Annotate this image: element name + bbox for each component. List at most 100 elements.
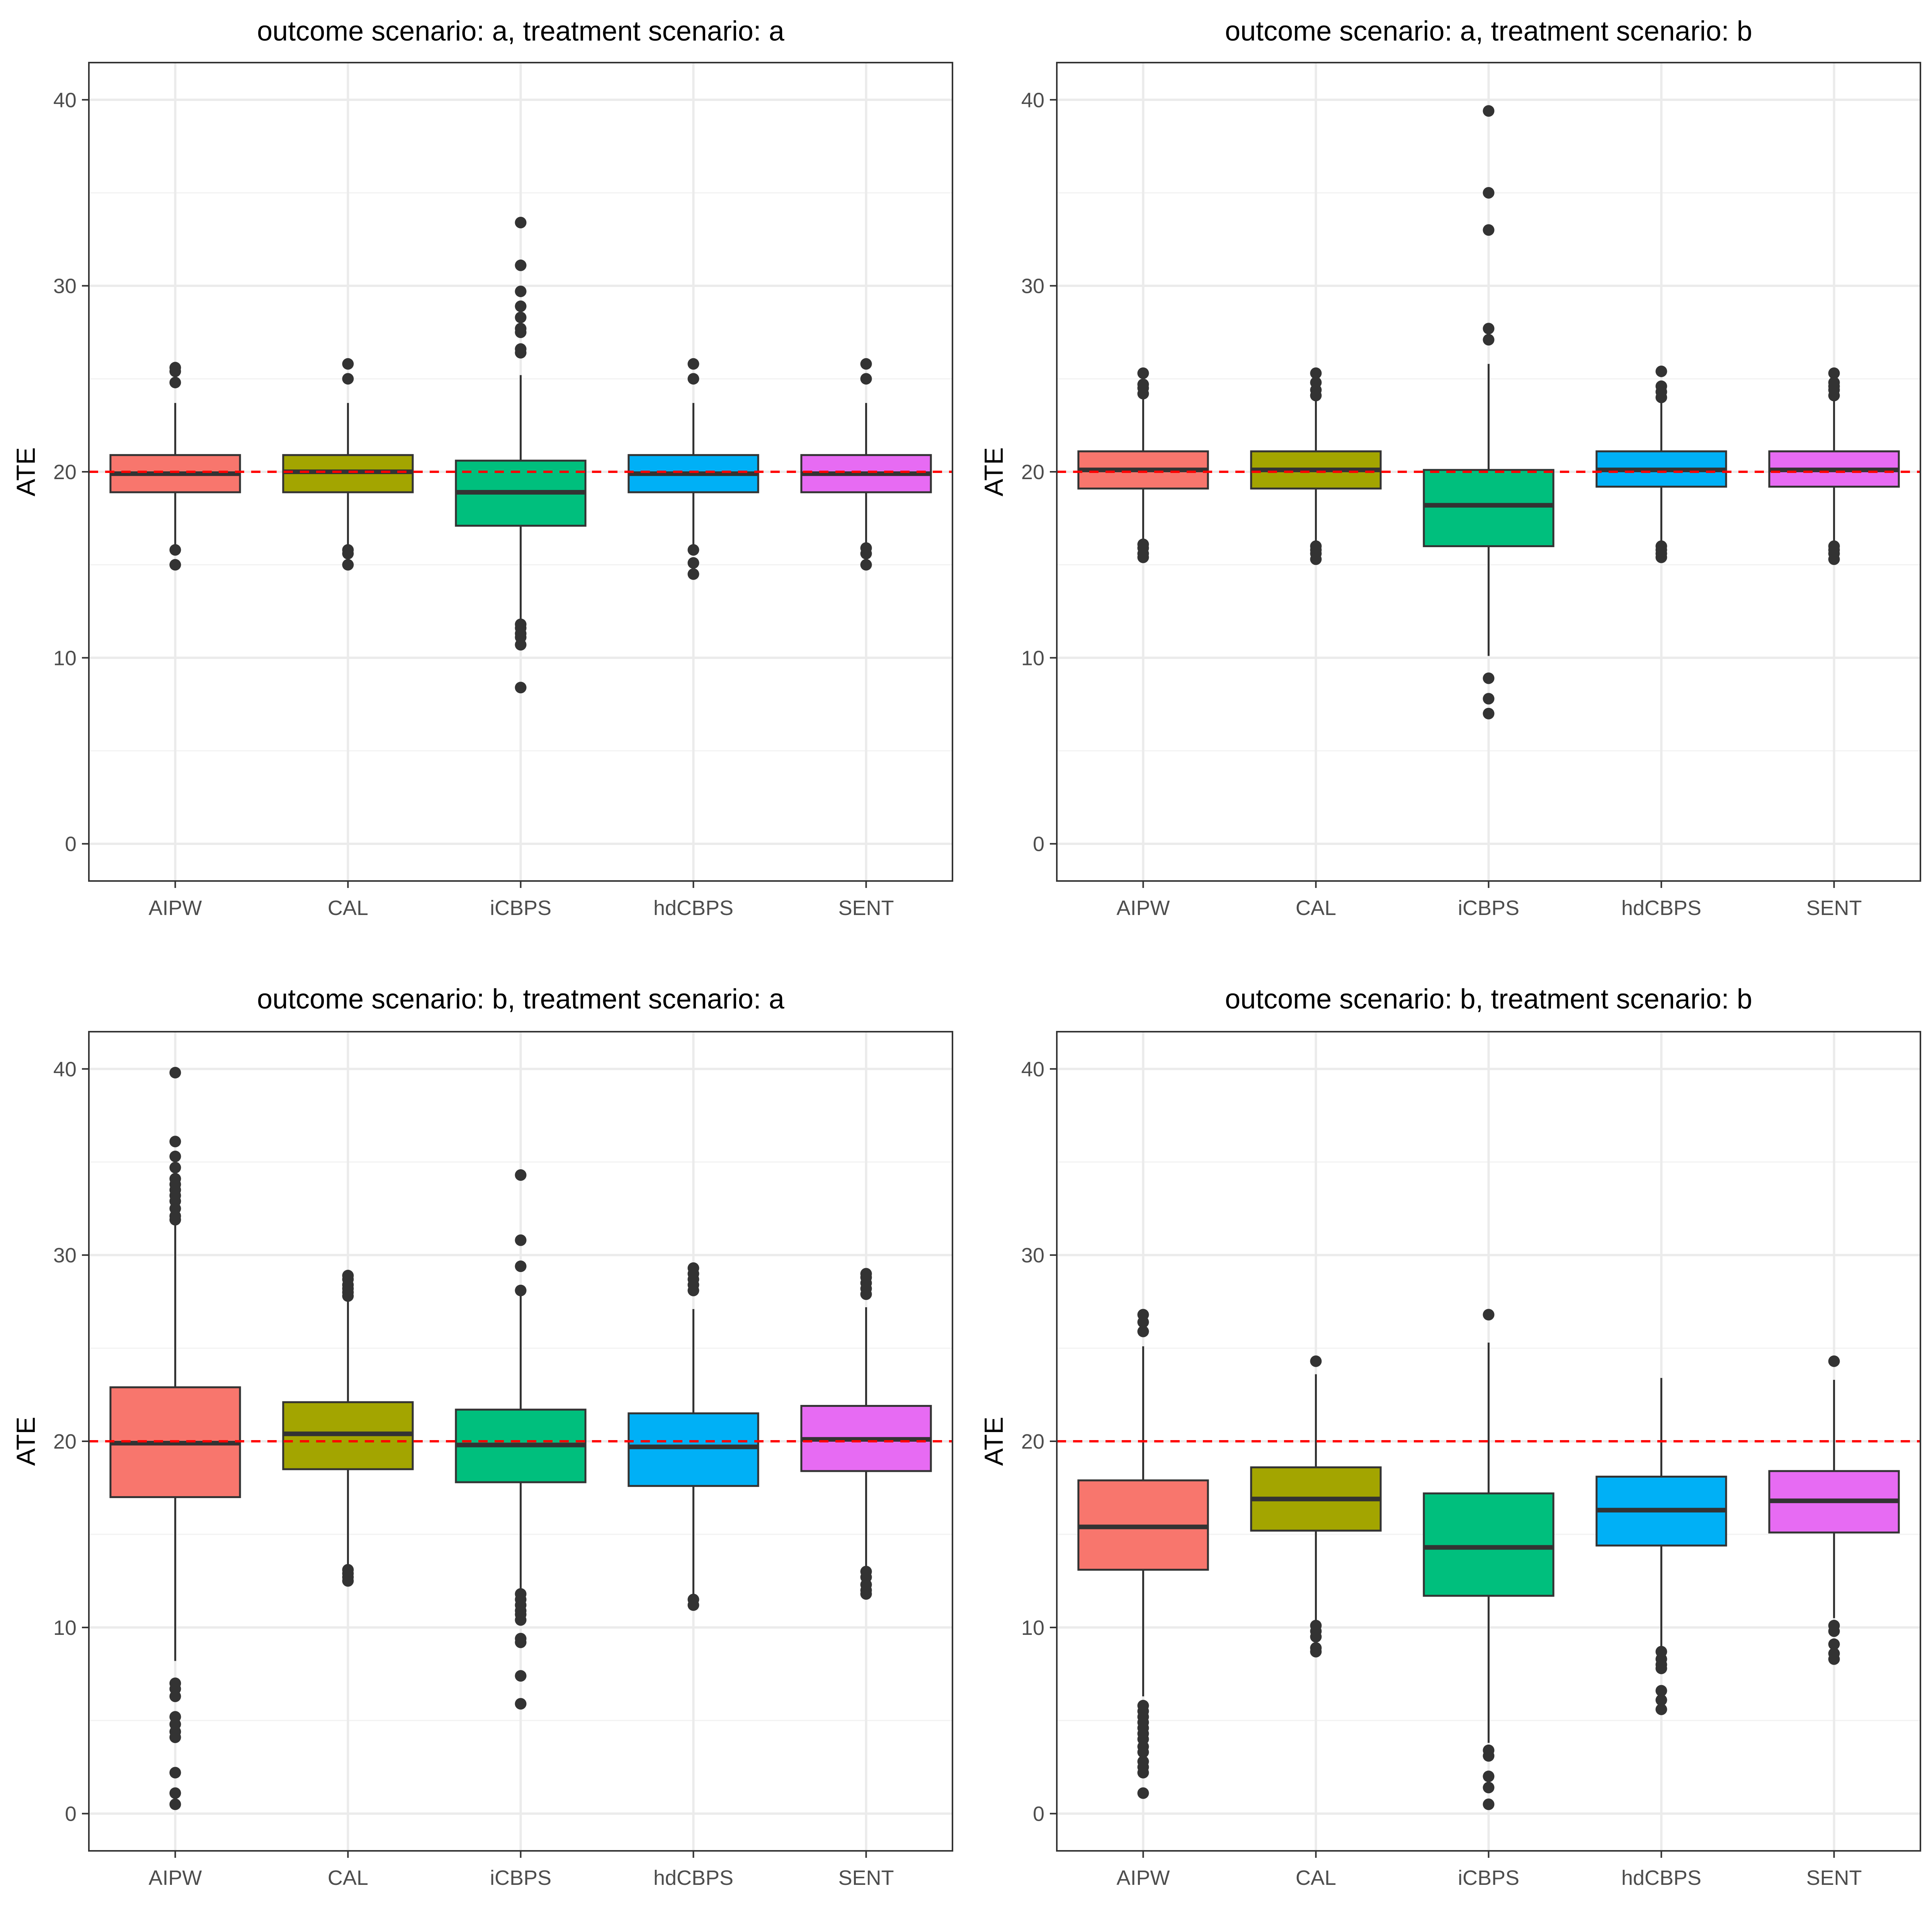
outlier-point [1137,1767,1149,1779]
x-tick-label: AIPW [1116,1866,1170,1889]
y-tick-label: 10 [53,646,77,670]
box-sent [1768,1355,1900,1665]
outlier-point [1655,551,1667,563]
x-tick-label: AIPW [148,896,202,920]
x-tick-label: SENT [838,1866,894,1889]
outlier-point [687,544,699,556]
outlier-point [1137,388,1149,400]
outlier-point [1483,1309,1495,1321]
outlier-point [169,1798,181,1810]
outlier-point [1655,1703,1667,1715]
outlier-point [687,358,699,370]
y-tick-label: 0 [1033,833,1044,856]
outlier-point [860,559,872,571]
outlier-point [515,1636,527,1648]
box-hdcbps [628,1262,759,1611]
outlier-point [515,326,527,338]
outlier-point [342,1290,354,1302]
outlier-point [169,1162,181,1173]
outlier-point [1483,693,1495,705]
outlier-point [860,1588,872,1600]
x-tick-label: AIPW [1116,896,1170,920]
outlier-point [1137,1787,1149,1799]
box-hdcbps [1595,1378,1727,1715]
outlier-point [515,1614,527,1626]
outlier-point [1310,553,1322,565]
outlier-point [515,1670,527,1682]
outlier-point [1310,1631,1322,1643]
outlier-point [1137,1316,1149,1328]
outlier-point [1483,1782,1495,1794]
x-tick-label: hdCBPS [653,1866,733,1889]
box-sent [1768,367,1900,565]
outlier-point [1483,1770,1495,1782]
y-tick-label: 20 [1021,1430,1044,1453]
y-axis-label: ATE [11,1417,41,1466]
outlier-point [169,1767,181,1779]
x-tick-label: AIPW [148,1866,202,1889]
outlier-point [1483,187,1495,199]
outlier-point [1828,1355,1840,1367]
outlier-point [169,1787,181,1799]
box-cal [282,358,414,571]
outlier-point [515,300,527,312]
outlier-point [515,1698,527,1710]
outlier-point [169,1136,181,1148]
outlier-point [169,559,181,571]
outlier-point [1310,1646,1322,1658]
x-tick-label: SENT [1806,1866,1862,1889]
outlier-point [1137,367,1149,379]
outlier-point [1655,366,1667,378]
box-cal [282,1270,414,1587]
outlier-point [1828,367,1840,379]
box-hdcbps [1595,366,1727,563]
x-tick-label: iCBPS [490,896,551,920]
outlier-point [1483,1750,1495,1762]
outlier-point [1483,334,1495,346]
outlier-point [1828,1653,1840,1665]
box-icbps [455,216,587,694]
outlier-point [1310,367,1322,379]
outlier-point [342,1575,354,1587]
x-tick-label: CAL [328,1866,368,1889]
outlier-point [515,1284,527,1296]
outlier-point [515,216,527,228]
outlier-point [1828,1638,1840,1650]
y-tick-label: 20 [53,461,77,484]
y-axis-label: ATE [979,1417,1009,1466]
outlier-point [1483,707,1495,719]
y-tick-label: 30 [1021,275,1044,298]
box-cal [1250,367,1382,565]
box-body [1423,469,1554,548]
y-tick-label: 30 [53,275,77,298]
outlier-point [515,311,527,323]
x-tick-label: SENT [838,896,894,920]
y-tick-label: 40 [1021,88,1044,112]
panel-2: outcome scenario: a, treatment scenario:… [979,16,1921,920]
outlier-point [1483,224,1495,236]
y-tick-label: 40 [53,1058,77,1081]
box-aipw [109,1067,241,1810]
panel-4: outcome scenario: b, treatment scenario:… [979,984,1921,1889]
box-icbps [1423,1309,1554,1810]
outlier-point [342,358,354,370]
outlier-point [169,1214,181,1226]
outlier-point [1828,553,1840,565]
y-tick-label: 30 [53,1244,77,1267]
x-tick-label: hdCBPS [653,896,733,920]
outlier-point [515,639,527,651]
x-tick-label: SENT [1806,896,1862,920]
x-tick-label: hdCBPS [1621,1866,1701,1889]
outlier-point [342,548,354,560]
outlier-point [169,376,181,388]
outlier-point [515,682,527,694]
panel-3: outcome scenario: b, treatment scenario:… [11,984,953,1889]
outlier-point [1310,389,1322,401]
box-body [1423,1492,1554,1597]
y-tick-label: 40 [1021,1058,1044,1081]
y-axis-label: ATE [11,447,41,496]
outlier-point [1828,1625,1840,1637]
x-tick-label: CAL [1296,896,1336,920]
panel-1: outcome scenario: a, treatment scenario:… [11,16,953,920]
outlier-point [169,366,181,378]
